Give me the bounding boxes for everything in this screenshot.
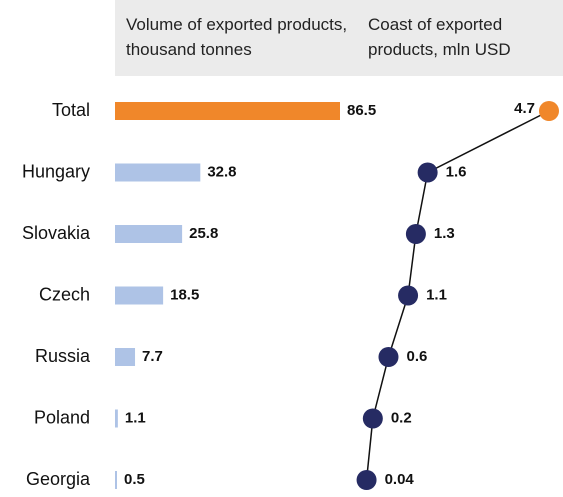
value-label: 18.5 [170, 286, 199, 303]
category-label: Total [52, 100, 90, 120]
value-label: 0.5 [124, 471, 145, 488]
value-label: 1.1 [426, 286, 447, 303]
value-label: 1.1 [125, 409, 146, 426]
category-label: Poland [34, 407, 90, 427]
value-label: 25.8 [189, 225, 218, 242]
column-header: Coast of exported products, mln USD [368, 15, 511, 59]
value-label: 1.3 [434, 225, 455, 242]
category-label: Slovakia [22, 223, 91, 243]
bar [115, 348, 136, 366]
value-label: 0.2 [391, 409, 412, 426]
category-label: Russia [35, 346, 91, 366]
value-label: 4.7 [514, 100, 535, 117]
value-label: 0.04 [385, 471, 415, 488]
bar [115, 225, 183, 243]
category-label: Georgia [26, 469, 91, 489]
bar [115, 163, 201, 182]
category-label: Czech [39, 284, 90, 304]
value-label: 7.7 [142, 348, 163, 365]
bar [115, 409, 118, 428]
column-header: Volume of exported products, thousand to… [126, 15, 348, 59]
dot [417, 162, 438, 183]
value-label: 0.6 [406, 348, 427, 365]
dot [539, 101, 559, 121]
dot [405, 224, 426, 244]
dot [362, 408, 383, 429]
dot [378, 347, 399, 367]
value-label: 32.8 [207, 163, 236, 180]
header-band [115, 0, 563, 76]
category-label: Hungary [22, 161, 90, 181]
dot [398, 285, 419, 306]
dot [356, 470, 377, 490]
value-label: 86.5 [347, 102, 376, 119]
value-label: 1.6 [446, 163, 467, 180]
bar [115, 102, 340, 120]
bar [115, 286, 164, 305]
bar [115, 471, 117, 489]
